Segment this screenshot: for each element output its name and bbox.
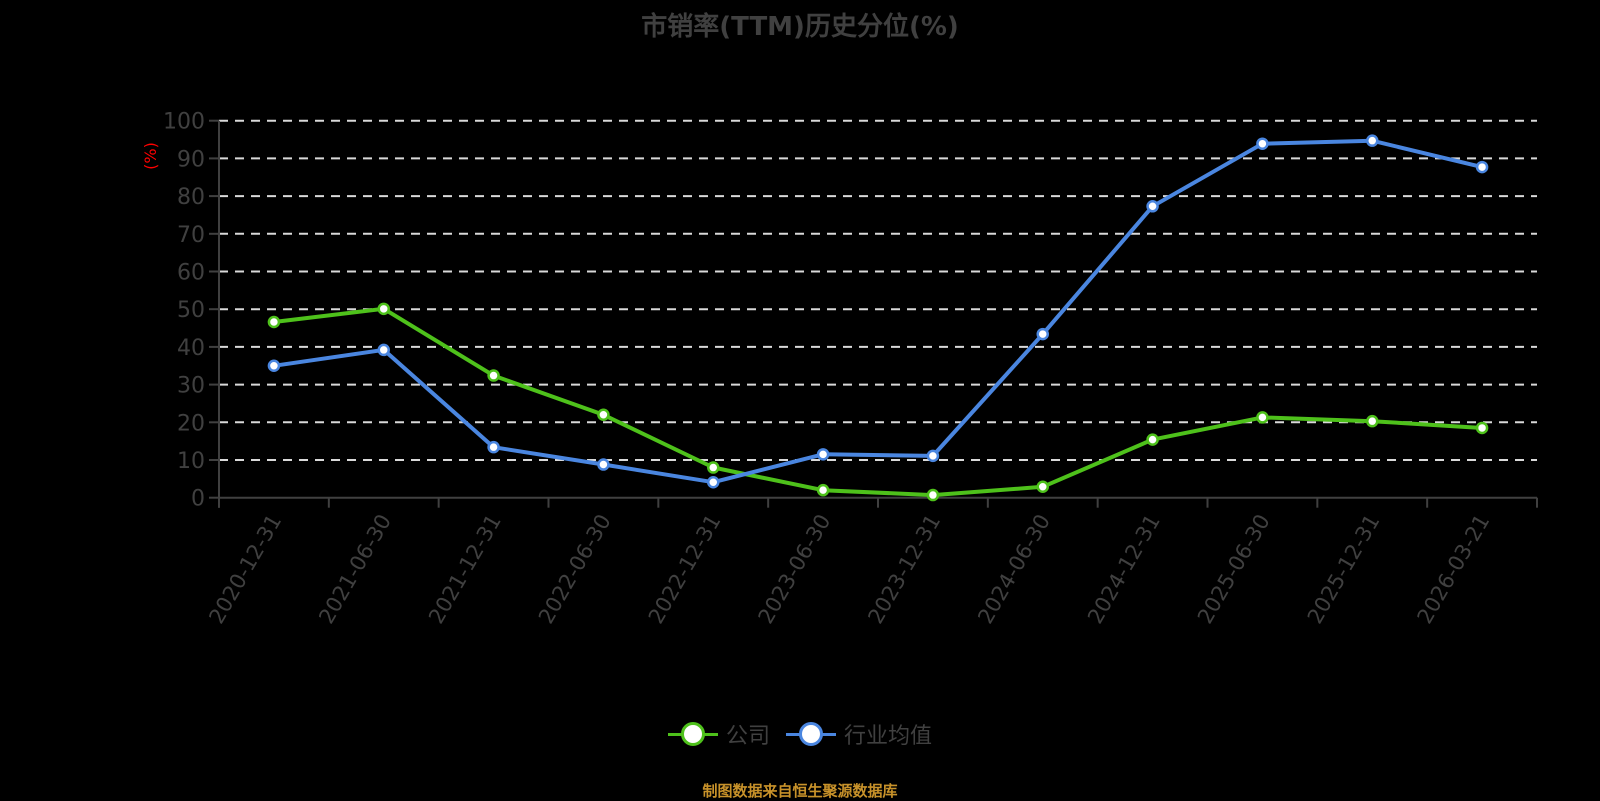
y-tick-label: 80: [177, 185, 205, 210]
data-point: [377, 343, 390, 357]
y-tick-label: 0: [191, 487, 205, 512]
x-tick-label: 2021-06-30: [314, 510, 396, 628]
y-tick-label: 70: [177, 223, 205, 248]
y-axis: 0 10 20 30 40 50 60 70 80 90 100: [163, 110, 220, 512]
data-point: [1475, 160, 1489, 174]
data-point: [487, 369, 500, 382]
series-0: [267, 302, 1489, 502]
legend-label: 行业均值: [844, 724, 933, 749]
data-point: [1256, 137, 1269, 150]
legend-item[interactable]: 公司: [667, 718, 770, 750]
x-tick-label: 2026-03-21: [1413, 510, 1495, 628]
chart-title: 市销率(TTM)历史分位(%): [641, 12, 959, 42]
x-axis: 2020-12-31 2021-06-30 2021-12-31 2022-06-30…: [204, 496, 1538, 628]
y-tick-label: 90: [177, 147, 205, 172]
x-tick-label: 2022-12-31: [644, 510, 726, 628]
x-tick-label: 2022-06-30: [534, 510, 616, 628]
data-point: [926, 488, 940, 502]
series-line: [273, 138, 1483, 485]
y-tick-label: 30: [177, 374, 205, 399]
x-tick-label: 2025-12-31: [1303, 510, 1385, 628]
data-point: [1036, 327, 1049, 341]
data-point: [487, 440, 500, 454]
y-tick-label: 20: [177, 411, 205, 436]
data-point: [1146, 200, 1159, 213]
data-point: [707, 475, 720, 489]
line-chart: 0 10 20 30 40 50 60 70 80 90 100 2020-12-31 2021-06…: [141, 110, 1538, 628]
data-point: [597, 408, 610, 422]
legend-marker-icon: [786, 722, 836, 746]
legend-marker-icon: [667, 722, 718, 746]
x-tick-label: 2024-12-31: [1083, 510, 1165, 628]
data-point: [1475, 421, 1489, 435]
data-point: [1036, 480, 1049, 494]
legend: 公司 行业均值: [0, 718, 1600, 750]
gridlines: [219, 119, 1537, 461]
series-1: [267, 134, 1489, 489]
y-tick-label: 40: [177, 336, 205, 361]
x-tick-label: 2024-06-30: [973, 510, 1055, 628]
data-point: [267, 315, 281, 329]
y-tick-label: 50: [177, 298, 205, 323]
data-point: [1366, 134, 1379, 147]
data-point: [597, 458, 610, 471]
data-point: [377, 302, 390, 316]
series-lines: [267, 134, 1489, 502]
data-point: [1366, 414, 1379, 428]
y-tick-label: 100: [163, 110, 205, 135]
series-line: [273, 306, 1483, 498]
x-tick-label: 2023-12-31: [863, 510, 945, 628]
x-tick-label: 2025-06-30: [1193, 510, 1275, 628]
x-tick-label: 2023-06-30: [754, 510, 836, 628]
y-tick-label: 10: [177, 449, 205, 474]
data-point: [707, 461, 720, 474]
data-point: [1256, 411, 1269, 424]
x-tick-label: 2021-12-31: [424, 510, 506, 628]
legend-label: 公司: [725, 724, 770, 749]
data-point: [926, 449, 940, 463]
y-axis-label: (%): [141, 142, 160, 170]
legend-item[interactable]: 行业均值: [786, 718, 932, 750]
data-point: [267, 359, 281, 372]
data-point: [1146, 433, 1159, 446]
data-point: [816, 448, 830, 461]
x-tick-label: 2020-12-31: [204, 510, 286, 628]
data-point: [816, 483, 830, 497]
y-tick-label: 60: [177, 261, 205, 286]
source-note: 制图数据来自恒生聚源数据库: [702, 782, 898, 800]
